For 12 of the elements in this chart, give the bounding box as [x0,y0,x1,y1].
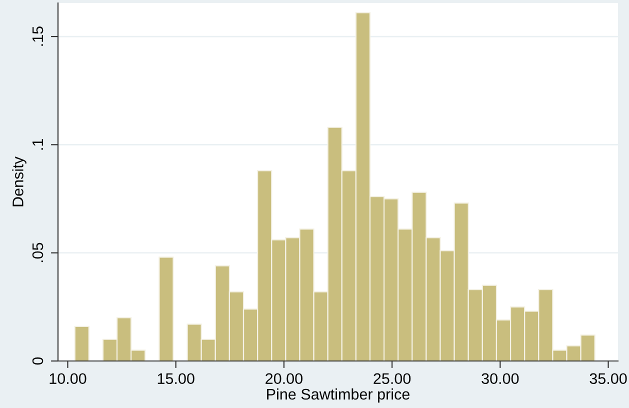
y-tick-label: .15 [32,26,44,46]
x-tick-label: 20.00 [266,373,302,384]
x-tick-label: 25.00 [374,373,411,384]
y-tick-label: .05 [32,242,44,262]
x-tick-label: 35.00 [590,373,627,384]
x-axis-title: Pine Sawtimber price [267,388,410,403]
y-tick-label: 0 [32,357,44,365]
x-tick-label: 10.00 [50,373,86,384]
y-axis-title: Density [12,156,26,206]
y-tick-label: .1 [32,139,44,150]
x-tick-label: 15.00 [158,373,194,384]
x-tick-label: 30.00 [482,373,519,384]
